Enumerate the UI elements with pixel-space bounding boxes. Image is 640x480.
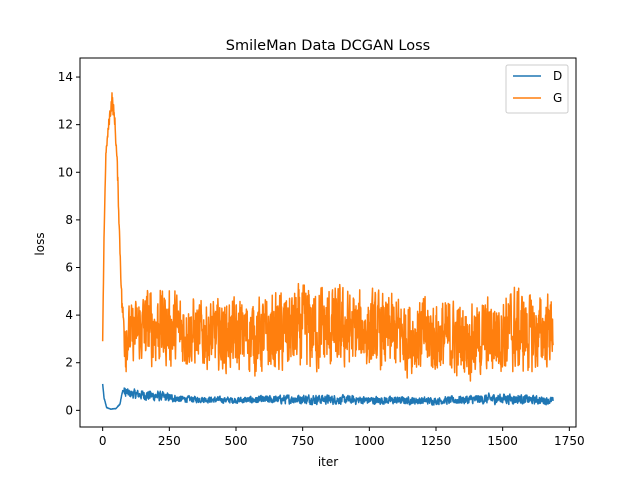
axes-frame	[79, 57, 577, 428]
x-tick-label: 1750	[554, 434, 585, 448]
y-tick-label: 10	[58, 165, 73, 179]
y-tick-label: 0	[65, 403, 73, 417]
chart-title: SmileMan Data DCGAN Loss	[226, 38, 430, 54]
y-tick-label: 2	[65, 356, 73, 370]
x-tick-label: 1250	[421, 434, 452, 448]
x-tick-label: 0	[99, 434, 107, 448]
series-line-G	[101, 92, 554, 382]
y-tick-label: 8	[65, 213, 73, 227]
legend-label-D: D	[553, 69, 562, 83]
y-tick-label: 12	[58, 118, 73, 132]
x-tick-label: 500	[225, 434, 248, 448]
legend-box	[505, 64, 569, 114]
y-axis-title: loss	[33, 232, 47, 255]
legend-label-G: G	[553, 91, 562, 105]
x-tick-label: 750	[291, 434, 314, 448]
x-axis-title: iter	[318, 455, 338, 469]
legend: DG	[505, 64, 569, 114]
y-tick-label: 6	[65, 260, 73, 274]
y-tick-label: 4	[65, 308, 73, 322]
x-tick-label: 1500	[487, 434, 518, 448]
x-tick-label: 250	[158, 434, 181, 448]
axes: 0 250 500 750 1000 1250 1500 1750 0 2 4 6 8 10 12 14	[58, 57, 585, 448]
series-line-D	[101, 383, 554, 410]
plot-area	[101, 92, 554, 410]
x-tick-label: 1000	[354, 434, 385, 448]
y-tick-label: 14	[58, 70, 73, 84]
